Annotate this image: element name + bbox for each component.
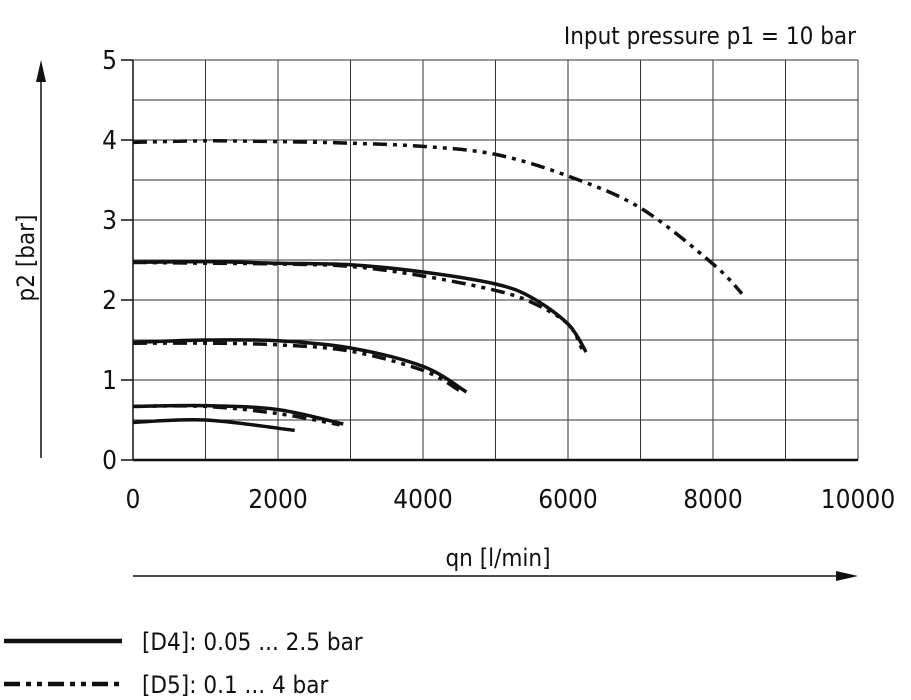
y-tick-label: 5 xyxy=(102,46,117,76)
y-axis-label: p2 [bar] xyxy=(12,215,40,302)
tick-labels: 0 2000 4000 6000 8000 10000 0 1 2 3 4 5 xyxy=(102,46,895,515)
annotation: Input pressure p1 = 10 bar xyxy=(564,22,856,50)
legend-label-d5: [D5]: 0.1 ... 4 bar xyxy=(142,671,328,699)
x-tick-label: 8000 xyxy=(683,485,743,515)
curve-d5 xyxy=(132,341,461,392)
x-tick-label: 2000 xyxy=(248,485,308,515)
legend-label-d4: [D4]: 0.05 ... 2.5 bar xyxy=(142,628,363,656)
legend: [D4]: 0.05 ... 2.5 bar [D5]: 0.1 ... 4 b… xyxy=(4,628,363,699)
x-axis-label: qn [l/min] xyxy=(445,544,550,572)
x-tick-label: 4000 xyxy=(393,485,453,515)
y-tick-label: 4 xyxy=(102,126,117,156)
x-tick-label: 10000 xyxy=(821,485,895,515)
y-axis-arrow xyxy=(36,60,46,458)
curve-d5 xyxy=(132,260,585,352)
y-tick-label: 3 xyxy=(102,206,117,236)
grid xyxy=(121,59,859,462)
x-axis-arrow xyxy=(133,571,858,581)
x-tick-label: 6000 xyxy=(538,485,598,515)
y-tick-label: 2 xyxy=(102,286,117,316)
curves xyxy=(132,139,744,433)
y-tick-label: 0 xyxy=(102,446,117,476)
y-tick-label: 1 xyxy=(102,366,117,396)
x-tick-label: 0 xyxy=(126,485,141,515)
curve-d5 xyxy=(132,404,340,427)
curve-d4 xyxy=(132,338,468,394)
curve-d4 xyxy=(132,417,295,433)
curve-d5 xyxy=(132,139,744,295)
